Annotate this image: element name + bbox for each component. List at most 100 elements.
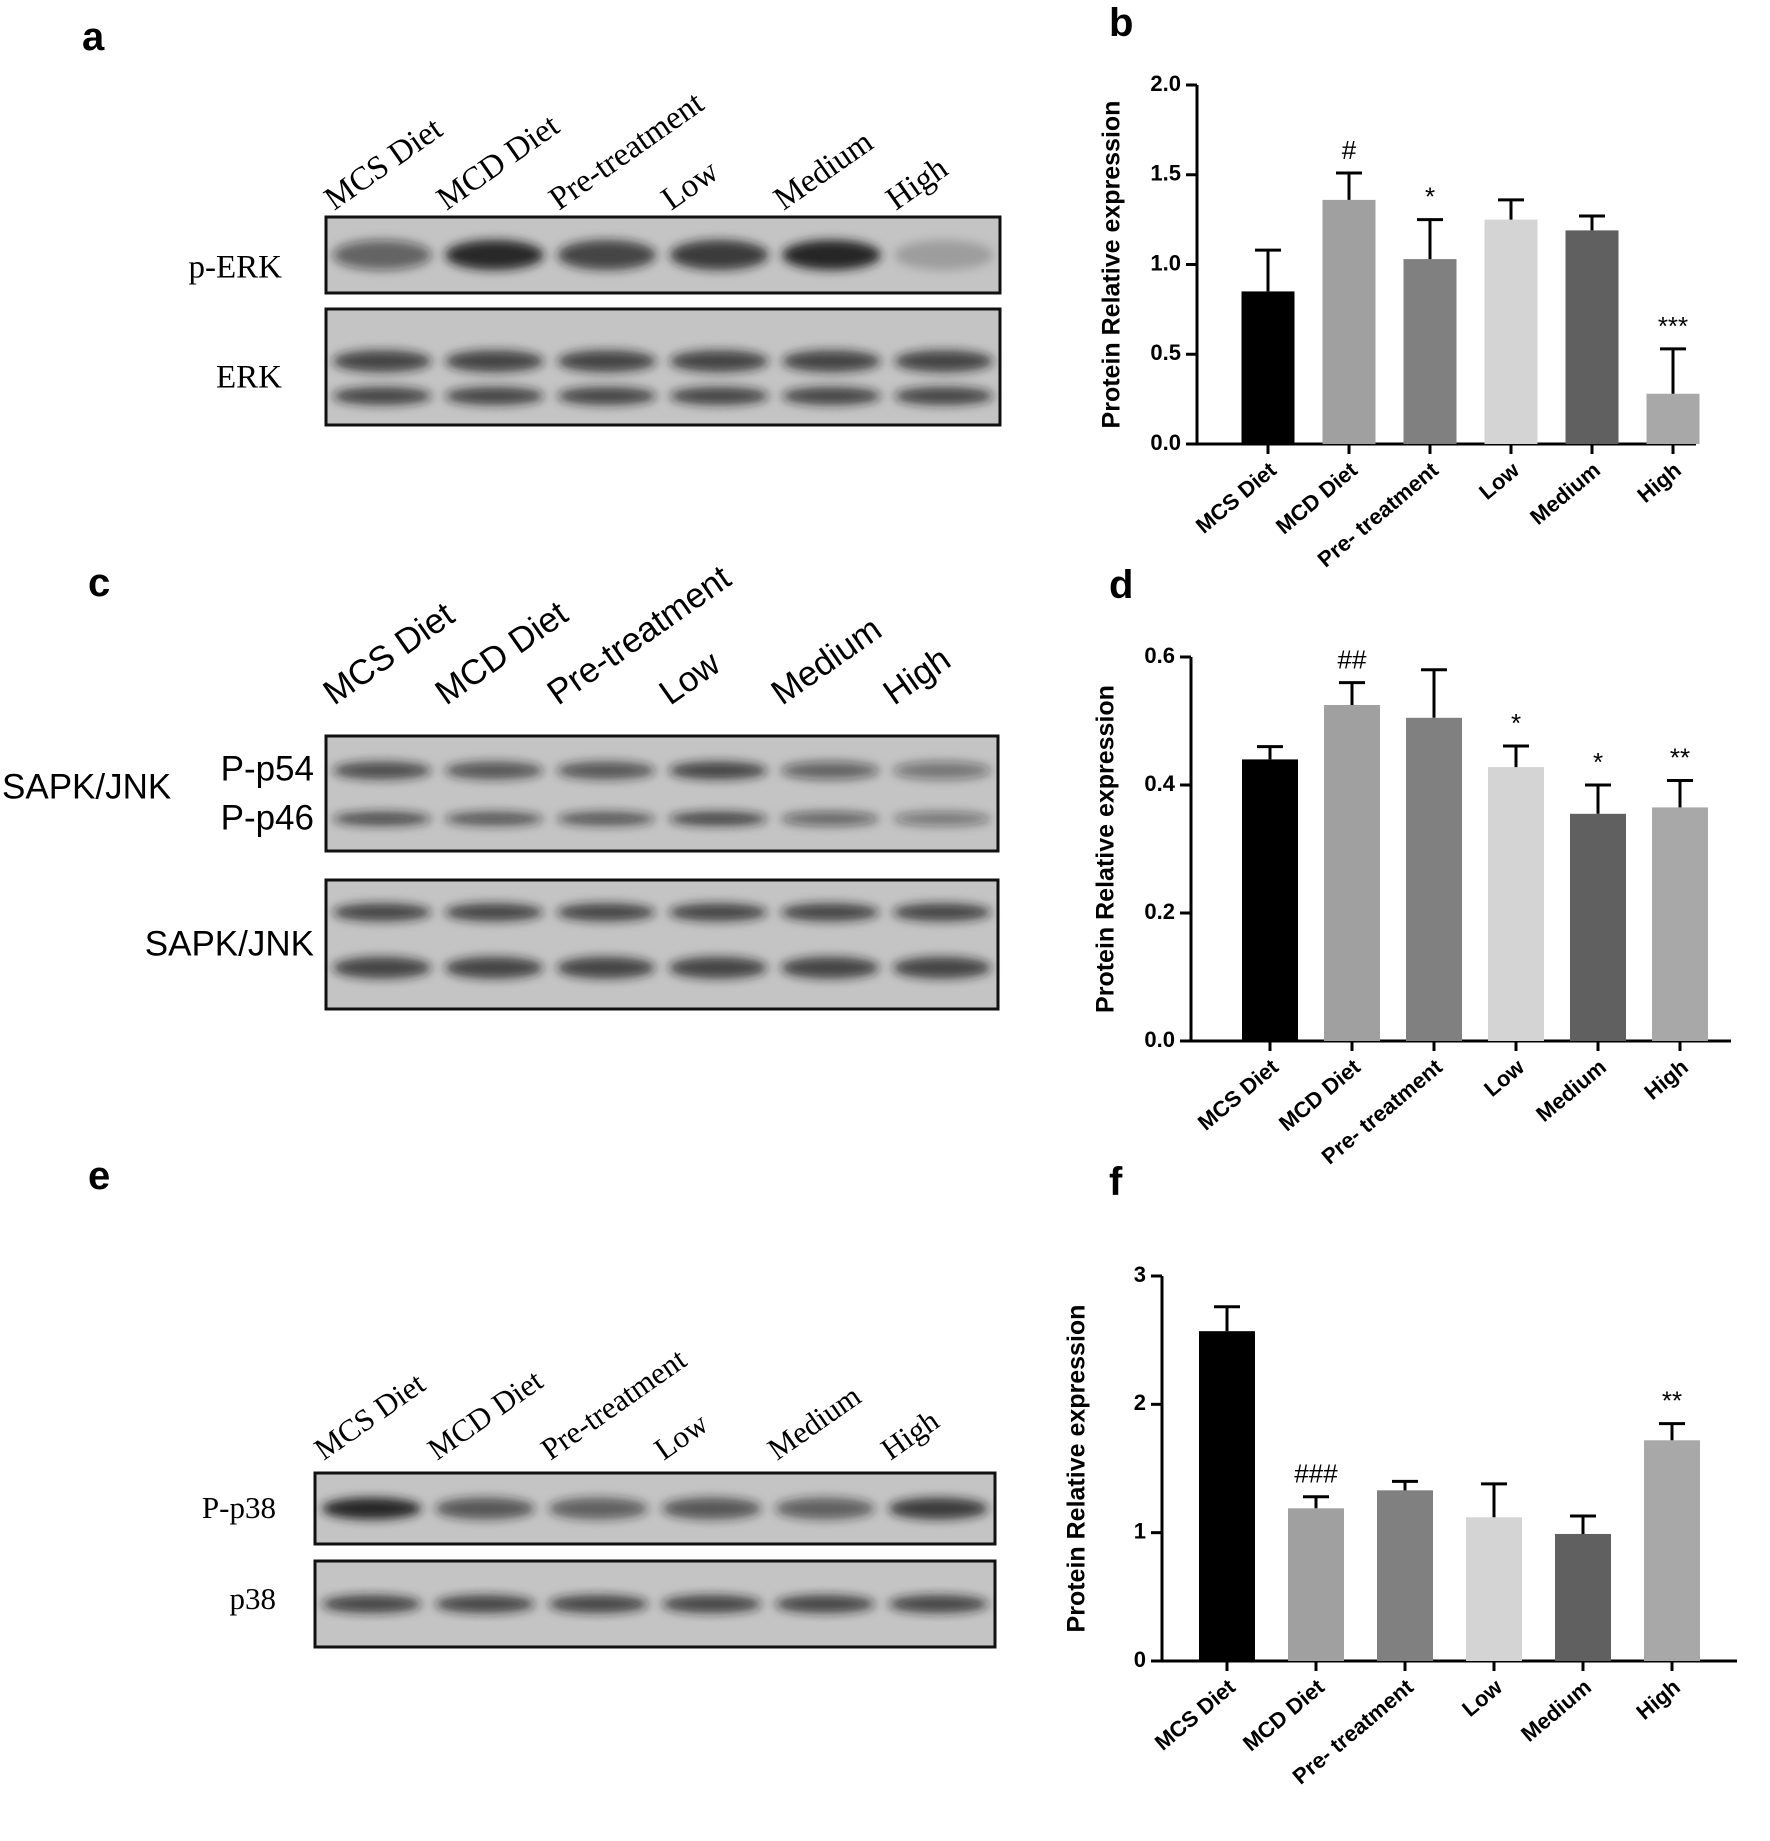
- y-tick-label: 1.0: [1150, 250, 1181, 275]
- band: [332, 387, 432, 405]
- band: [668, 761, 768, 780]
- band: [332, 240, 432, 270]
- band: [556, 956, 656, 979]
- error-bar: [1570, 1514, 1596, 1534]
- x-tick-label: Low: [1457, 1674, 1507, 1722]
- lane-label: Medium: [764, 609, 888, 712]
- bar: [1406, 717, 1462, 1041]
- error-bar: [1585, 783, 1611, 814]
- significance-label: *: [1425, 182, 1435, 212]
- x-tick-label: Low: [1479, 1054, 1529, 1102]
- bar: [1652, 807, 1708, 1041]
- band: [332, 903, 432, 922]
- bar: [1324, 705, 1380, 1041]
- protein-label: p38: [230, 1581, 277, 1616]
- band: [661, 1595, 762, 1613]
- error-bar: [1667, 779, 1693, 808]
- band: [557, 387, 657, 405]
- error-bar: [1498, 198, 1524, 220]
- band: [669, 350, 769, 373]
- x-tick-label: Medium: [1516, 1674, 1596, 1747]
- x-tick-label: Medium: [1525, 457, 1605, 530]
- y-tick-label: 0.4: [1144, 771, 1175, 796]
- band: [894, 387, 994, 405]
- bar: [1241, 291, 1295, 444]
- significance-label: *: [1593, 747, 1603, 777]
- band: [444, 761, 544, 780]
- x-tick-label: High: [1639, 1054, 1693, 1105]
- band: [782, 387, 881, 405]
- bar: [1288, 1508, 1344, 1661]
- bar: [1377, 1490, 1433, 1661]
- significance-label: #: [1342, 135, 1357, 165]
- error-bar: [1214, 1305, 1240, 1332]
- bar: [1484, 219, 1538, 444]
- bar: [1242, 759, 1298, 1041]
- x-tick-label: MCS Diet: [1193, 1054, 1284, 1136]
- y-tick-label: 3: [1134, 1262, 1146, 1287]
- bar: [1403, 259, 1457, 444]
- y-tick-label: 0: [1134, 1647, 1146, 1672]
- band: [321, 1595, 422, 1613]
- band: [435, 1497, 535, 1520]
- bar: [1646, 393, 1700, 444]
- error-bar: [1659, 1422, 1685, 1441]
- band: [332, 811, 432, 826]
- y-tick-label: 0.5: [1150, 340, 1181, 365]
- band: [548, 1497, 649, 1520]
- band: [445, 240, 544, 270]
- bar: [1466, 1517, 1522, 1661]
- lane-label: Low: [652, 643, 728, 712]
- error-bar: [1579, 214, 1605, 231]
- panel-letter: f: [1109, 1160, 1123, 1204]
- lane-label: Pre-treatment: [540, 558, 738, 713]
- error-bar: [1339, 681, 1365, 705]
- x-tick-label: MCD Diet: [1238, 1674, 1329, 1756]
- error-bar: [1660, 347, 1686, 394]
- lane-label: MCS Diet: [318, 111, 449, 218]
- band: [668, 956, 768, 979]
- band: [661, 1497, 762, 1520]
- band: [894, 240, 994, 270]
- error-bar: [1257, 745, 1283, 760]
- blot-membrane: [324, 307, 1002, 427]
- band: [669, 240, 769, 270]
- x-tick-label: MCS Diet: [1191, 457, 1282, 539]
- band: [557, 350, 657, 373]
- error-bar: [1255, 248, 1281, 292]
- band: [444, 956, 544, 979]
- significance-label: ##: [1338, 645, 1367, 675]
- blot-membrane: [324, 215, 1002, 295]
- band: [668, 903, 768, 922]
- protein-label: P-p54: [221, 749, 314, 788]
- band: [780, 956, 880, 979]
- band: [892, 903, 992, 922]
- blot-bands: [332, 350, 994, 405]
- error-bar: [1336, 171, 1362, 200]
- blot-membrane: [324, 878, 1000, 1011]
- band: [321, 1497, 422, 1520]
- band: [435, 1595, 535, 1613]
- band: [892, 811, 992, 826]
- band: [782, 350, 881, 373]
- band: [444, 811, 544, 826]
- bar: [1322, 199, 1376, 444]
- band: [444, 903, 544, 922]
- band: [332, 761, 432, 780]
- band: [888, 1497, 989, 1520]
- blot-membrane: [313, 1559, 997, 1649]
- band: [445, 350, 544, 373]
- y-tick-label: 0.0: [1150, 430, 1181, 455]
- protein-label: P-p46: [221, 798, 314, 837]
- protein-label: SAPK/JNK: [145, 924, 314, 963]
- blot-membrane: [324, 734, 1000, 853]
- y-tick-label: 1: [1134, 1518, 1146, 1543]
- band: [782, 240, 881, 270]
- band: [332, 350, 432, 373]
- lane-label: MCS Diet: [308, 1365, 432, 1467]
- band: [892, 956, 992, 979]
- y-axis-label: Protein Relative expression: [1063, 1305, 1091, 1633]
- blot-bands: [332, 240, 994, 270]
- bar: [1570, 813, 1626, 1041]
